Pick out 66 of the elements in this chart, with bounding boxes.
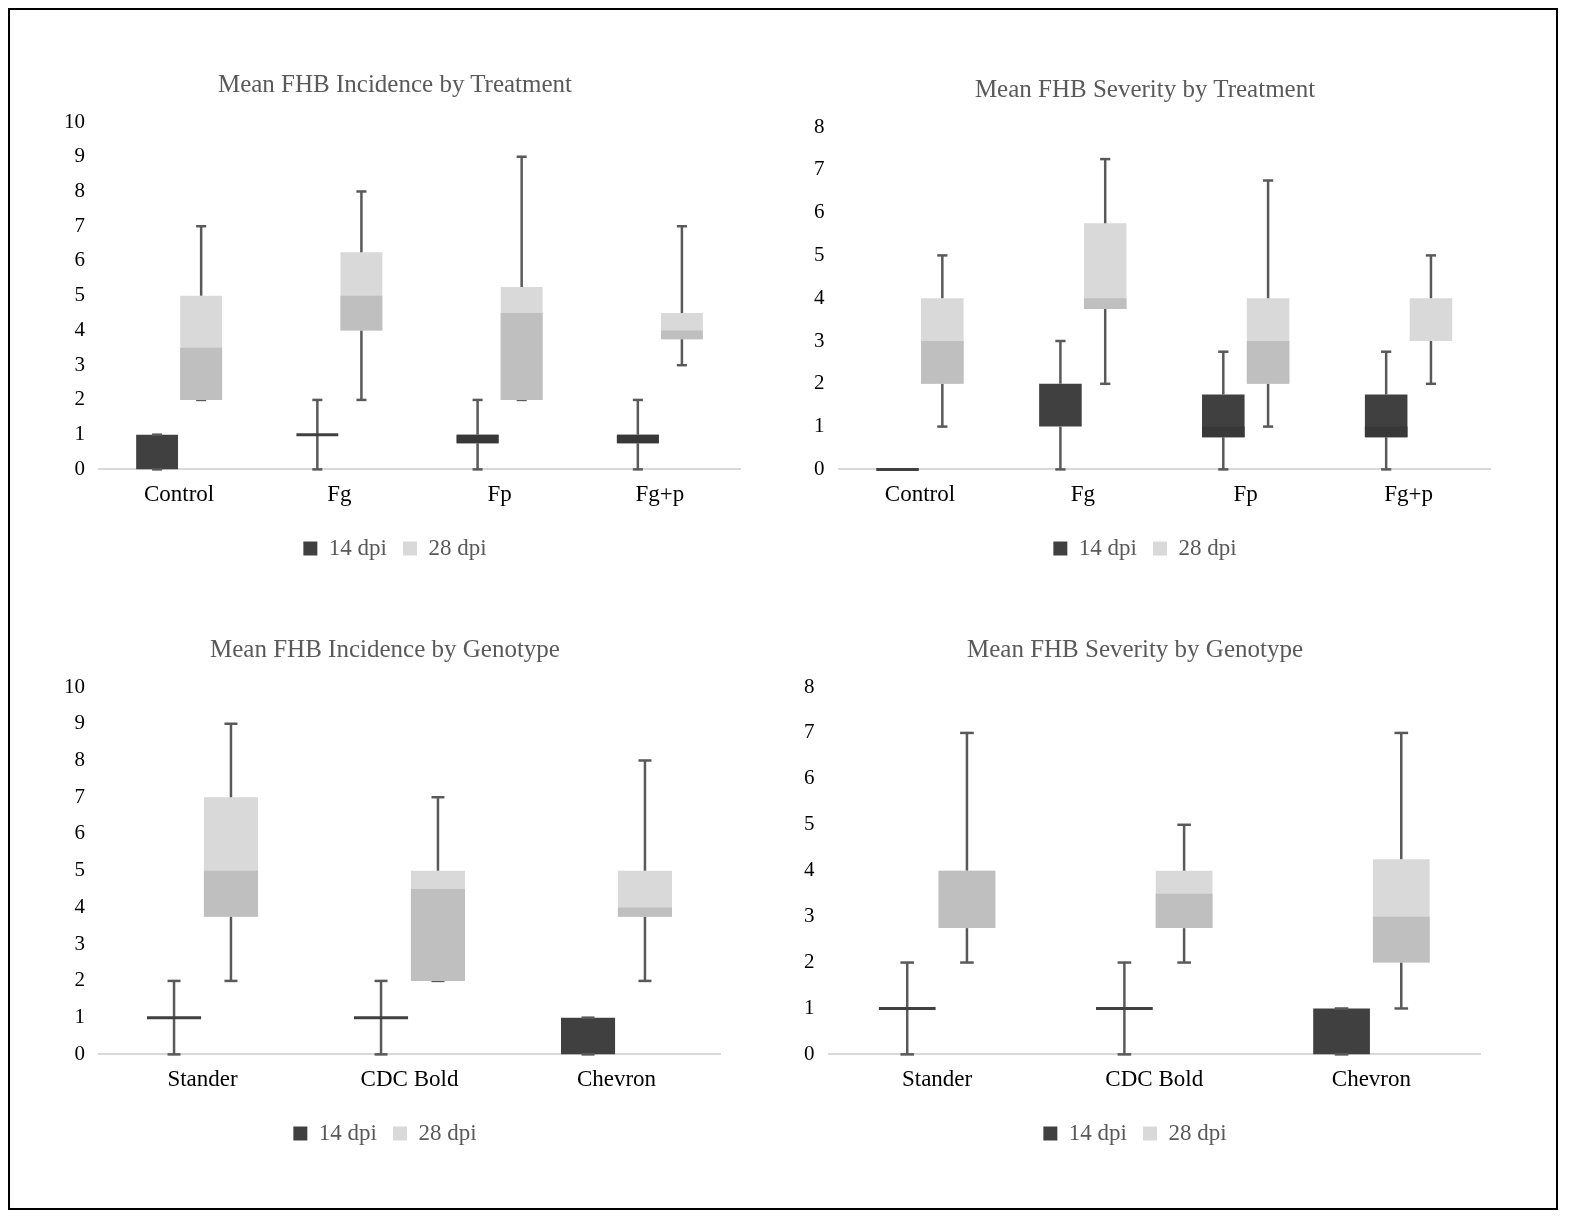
y-tick-label: 0 xyxy=(814,455,825,480)
y-tick-label: 5 xyxy=(814,241,825,266)
x-tick-label: Control xyxy=(884,481,956,507)
y-tick-label: 10 xyxy=(64,108,85,133)
x-tick-label: Fp xyxy=(487,481,512,507)
y-tick-label: 2 xyxy=(74,967,85,992)
x-tick-label: Fg+p xyxy=(1384,481,1433,507)
y-tick-label: 3 xyxy=(74,351,85,376)
x-tick-label: Chevron xyxy=(1331,1066,1412,1092)
legend-label: 14 dpi xyxy=(318,1119,377,1145)
legend-label: 28 dpi xyxy=(418,1119,477,1145)
y-tick-label: 6 xyxy=(74,247,85,272)
legend-label: 14 dpi xyxy=(1078,534,1137,560)
y-tick-label: 7 xyxy=(814,156,825,181)
legend-label: 28 dpi xyxy=(1178,534,1237,560)
legend-label: 14 dpi xyxy=(328,534,387,560)
chart-title: Mean FHB Incidence by Genotype xyxy=(210,634,560,662)
legend-label: 28 dpi xyxy=(428,534,487,560)
x-tick-label: Fg+p xyxy=(635,481,685,507)
y-tick-label: 4 xyxy=(814,284,825,309)
y-tick-label: 8 xyxy=(74,747,85,771)
y-tick-label: 5 xyxy=(74,857,85,882)
y-tick-label: 5 xyxy=(804,811,815,836)
y-tick-label: 8 xyxy=(814,113,825,138)
x-tick-label: Fg xyxy=(327,481,353,507)
y-tick-label: 3 xyxy=(74,930,85,955)
y-tick-label: 10 xyxy=(64,673,85,698)
y-tick-label: 4 xyxy=(74,893,86,918)
chart-title: Mean FHB Severity by Genotype xyxy=(966,634,1304,662)
y-tick-label: 5 xyxy=(74,282,85,307)
y-tick-label: 4 xyxy=(74,316,86,341)
y-tick-label: 7 xyxy=(74,783,85,808)
y-tick-label: 2 xyxy=(814,370,825,395)
y-tick-label: 0 xyxy=(74,1040,85,1065)
x-tick-label: Stander xyxy=(167,1066,238,1092)
y-tick-label: 1 xyxy=(74,1004,85,1029)
chart-title: Mean FHB Incidence by Treatment xyxy=(217,69,573,97)
x-tick-label: Control xyxy=(143,481,215,507)
y-tick-label: 7 xyxy=(74,212,85,237)
x-tick-label: Chevron xyxy=(576,1066,657,1092)
y-tick-label: 6 xyxy=(74,820,85,845)
y-tick-label: 0 xyxy=(804,1040,815,1065)
x-tick-label: CDC Bold xyxy=(360,1066,459,1092)
chart-title: Mean FHB Severity by Treatment xyxy=(974,74,1316,102)
y-tick-label: 7 xyxy=(804,719,815,744)
y-tick-label: 1 xyxy=(814,413,825,438)
y-tick-label: 3 xyxy=(814,327,825,352)
y-tick-label: 4 xyxy=(804,857,815,882)
x-tick-label: Fg xyxy=(1070,481,1096,507)
y-tick-label: 9 xyxy=(74,710,85,735)
y-tick-label: 6 xyxy=(804,765,815,790)
y-tick-label: 8 xyxy=(74,178,85,202)
y-tick-label: 9 xyxy=(74,143,85,168)
y-tick-label: 8 xyxy=(804,673,815,698)
legend-label: 28 dpi xyxy=(1168,1119,1227,1145)
x-tick-label: Stander xyxy=(901,1066,973,1092)
y-tick-label: 6 xyxy=(814,199,825,224)
y-tick-label: 1 xyxy=(74,421,85,446)
x-tick-label: CDC Bold xyxy=(1105,1066,1204,1092)
y-tick-label: 2 xyxy=(804,949,815,974)
legend-label: 14 dpi xyxy=(1068,1119,1127,1145)
y-tick-label: 1 xyxy=(804,994,815,1019)
y-tick-label: 2 xyxy=(74,386,85,411)
y-tick-label: 3 xyxy=(804,903,815,928)
x-tick-label: Fp xyxy=(1233,481,1258,507)
y-tick-label: 0 xyxy=(74,455,85,480)
